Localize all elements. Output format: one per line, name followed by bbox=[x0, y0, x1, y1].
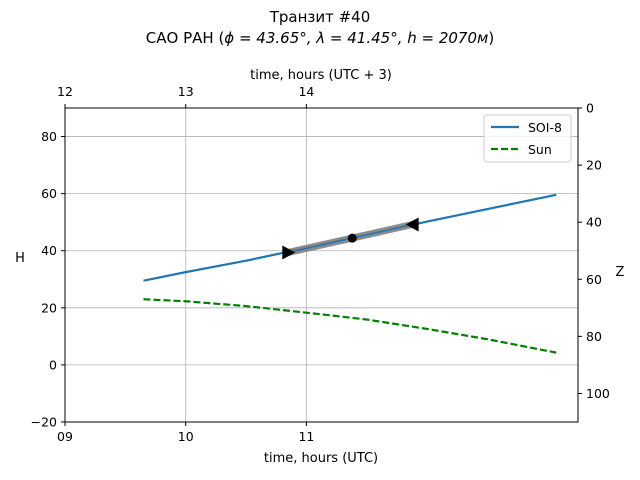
y-tick-label-1: 0 bbox=[49, 357, 57, 372]
y2-tick-label-1: 20 bbox=[586, 158, 602, 173]
y2-tick-label-2: 40 bbox=[586, 215, 602, 230]
axes-frame bbox=[64, 107, 579, 423]
y2-axis-label: Z bbox=[616, 265, 625, 280]
plot-area bbox=[143, 193, 557, 354]
x-tick-label-0: 09 bbox=[57, 429, 73, 444]
x2-tick-label-2: 14 bbox=[298, 84, 314, 99]
chart-subtitle-prefix: САО РАН ( bbox=[146, 29, 225, 47]
series-line-sun bbox=[143, 298, 557, 354]
transit-mid-marker bbox=[347, 233, 357, 243]
x2-tick-label-1: 13 bbox=[178, 84, 194, 99]
chart-subtitle-math: ϕ = 43.65°, λ = 41.45°, h = 2070м bbox=[224, 29, 488, 47]
x-tick-label-2: 11 bbox=[298, 429, 314, 444]
y-tick-label-2: 20 bbox=[41, 300, 57, 315]
y2-tick-label-0: 0 bbox=[586, 101, 594, 116]
chart-title: Транзит #40 bbox=[269, 8, 371, 26]
chart-subtitle: САО РАН (ϕ = 43.65°, λ = 41.45°, h = 207… bbox=[146, 29, 494, 47]
y-axis-label: H bbox=[15, 251, 25, 266]
y-tick-label-5: 80 bbox=[41, 129, 57, 144]
y2-tick-label-4: 80 bbox=[586, 329, 602, 344]
legend-label-sun: Sun bbox=[528, 142, 552, 157]
y2-tick-label-5: 100 bbox=[586, 386, 610, 401]
transit-egress-marker bbox=[405, 217, 419, 232]
y-tick-label-4: 60 bbox=[41, 186, 57, 201]
y-tick-label-3: 40 bbox=[41, 243, 57, 258]
legend-label-soi8: SOI-8 bbox=[528, 120, 562, 135]
y2-tick-label-3: 60 bbox=[586, 272, 602, 287]
transit-ingress-marker bbox=[282, 245, 296, 260]
x2-tick-label-0: 12 bbox=[57, 84, 73, 99]
x-tick-label-1: 10 bbox=[178, 429, 194, 444]
y-tick-label-0: −20 bbox=[31, 415, 57, 430]
x-axis-label: time, hours (UTC) bbox=[264, 451, 378, 466]
chart-subtitle-suffix: ) bbox=[488, 29, 494, 47]
legend: SOI-8 Sun bbox=[483, 114, 572, 163]
axes: 09 10 11 12 13 14 −20 0 20 40 60 80 0 20 40 60 80 100 bbox=[31, 84, 610, 444]
x2-axis-label: time, hours (UTC + 3) bbox=[250, 68, 392, 83]
